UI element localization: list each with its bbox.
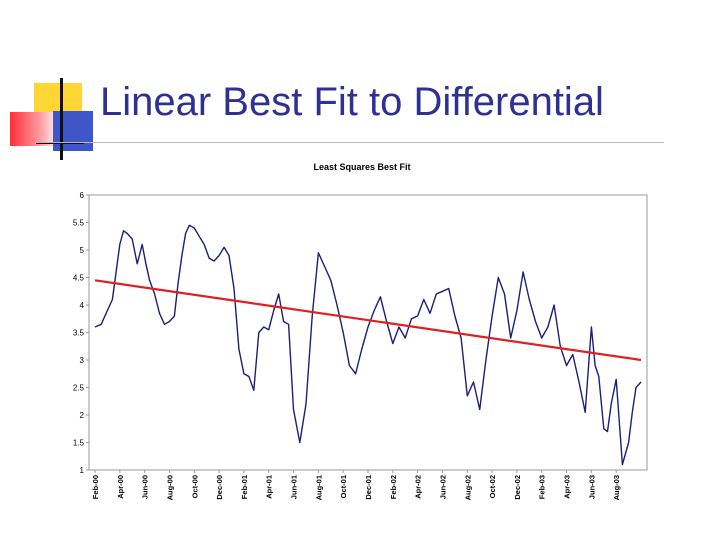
series-line-differential	[94, 224, 642, 466]
series-layer	[94, 224, 642, 466]
y-tick-label: 4.5	[73, 274, 85, 283]
x-tick-label: Feb-01	[240, 475, 249, 499]
slide-title: Linear Best Fit to Differential	[100, 80, 604, 124]
x-tick-label: Jun-03	[587, 475, 596, 499]
x-tick-label: Jun-01	[290, 475, 299, 499]
x-tick-label: Dec-00	[215, 475, 224, 500]
y-axis: 1 1.5 2 2.5 3 3.5 4 4.5 5 5.5 6	[73, 191, 89, 475]
plot-area	[88, 194, 648, 471]
best-fit-line	[94, 279, 642, 362]
y-tick-label: 4	[80, 301, 85, 310]
x-tick-label: Aug-03	[612, 475, 621, 500]
x-tick-label: Aug-02	[463, 475, 472, 500]
y-tick-label: 6	[80, 191, 85, 200]
y-tick-label: 1.5	[73, 439, 85, 448]
y-tick-label: 3	[80, 356, 85, 365]
y-tick-label: 2	[80, 411, 85, 420]
x-tick-label: Apr-03	[563, 475, 572, 499]
decor-red-bar	[10, 112, 60, 146]
x-tick-label: Oct-02	[488, 475, 497, 498]
x-axis: Feb-00 Apr-00 Jun-00 Aug-00 Oct-00 Dec-00 Feb-…	[91, 470, 621, 500]
x-tick-label: Aug-00	[165, 475, 174, 500]
x-tick-label: Dec-01	[364, 475, 373, 500]
x-tick-label: Feb-03	[538, 475, 547, 499]
x-tick-label: Feb-02	[389, 475, 398, 499]
x-tick-label: Apr-01	[265, 475, 274, 499]
x-tick-label: Oct-01	[339, 475, 348, 498]
decor-blue-square	[53, 111, 93, 151]
x-tick-label: Apr-02	[414, 475, 423, 499]
x-tick-label: Jun-02	[438, 475, 447, 499]
y-tick-label: 3.5	[73, 329, 85, 338]
y-tick-label: 5	[80, 246, 85, 255]
title-underline	[36, 142, 664, 143]
y-tick-label: 2.5	[73, 384, 85, 393]
chart-title: Least Squares Best Fit	[313, 162, 410, 172]
x-tick-label: Jun-00	[141, 475, 150, 499]
x-tick-label: Feb-00	[91, 475, 100, 499]
x-tick-label: Oct-00	[190, 475, 199, 498]
decor-horizontal-line	[36, 142, 84, 144]
x-tick-label: Aug-01	[314, 475, 323, 500]
x-tick-label: Dec-02	[513, 475, 522, 500]
y-tick-label: 1	[80, 466, 85, 475]
y-tick-label: 5.5	[73, 219, 85, 228]
x-tick-label: Apr-00	[116, 475, 125, 499]
decor-vertical-line	[60, 78, 63, 160]
